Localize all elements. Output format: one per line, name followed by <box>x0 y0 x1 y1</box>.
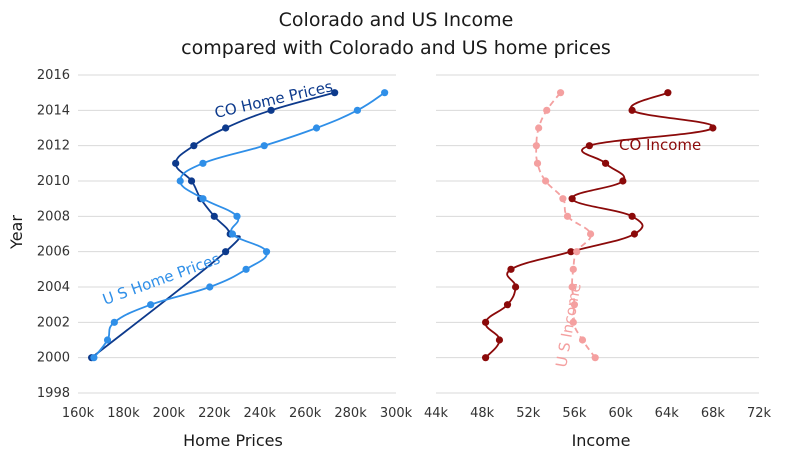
data-point-u-s-income <box>559 195 567 203</box>
data-point-u-s-income <box>578 336 587 344</box>
data-point-u-s-home-prices <box>90 354 98 362</box>
us-income-annotation: U S Income <box>552 282 585 369</box>
y-tick-label: 2006 <box>37 245 70 260</box>
data-point-co-home-prices <box>267 106 275 114</box>
data-point-co-income <box>495 336 504 344</box>
data-point-u-s-home-prices <box>110 318 118 326</box>
data-point-co-income <box>619 177 627 185</box>
data-point-co-income <box>482 354 490 362</box>
x-tick-label: 220k <box>198 406 231 421</box>
data-point-co-home-prices <box>222 124 230 132</box>
y-tick-label: 2012 <box>37 139 70 154</box>
y-tick-label: 2000 <box>37 351 70 366</box>
data-point-u-s-income <box>543 106 551 114</box>
chart-title-line-1: Colorado and US Income <box>279 9 514 31</box>
data-point-co-income <box>507 265 515 273</box>
left-x-axis-label: Home Prices <box>183 431 283 450</box>
data-point-co-income <box>511 283 520 291</box>
x-tick-label: 240k <box>244 406 277 421</box>
right-x-axis-label: Income <box>572 431 631 450</box>
co-income-annotation: CO Income <box>619 136 701 154</box>
data-point-u-s-income <box>533 159 542 167</box>
data-point-u-s-home-prices <box>233 212 241 220</box>
data-point-co-income <box>630 230 639 238</box>
series-layer <box>88 89 717 362</box>
data-point-co-income <box>503 301 512 309</box>
x-tick-label: 200k <box>153 406 186 421</box>
x-tick-label: 72k <box>747 406 772 421</box>
data-point-co-income <box>709 124 717 132</box>
data-point-co-income <box>664 89 672 97</box>
series-line-u-s-income <box>535 92 596 359</box>
data-point-u-s-income <box>535 124 543 132</box>
data-point-u-s-home-prices <box>103 336 112 344</box>
x-tick-label: 60k <box>609 406 634 421</box>
y-tick-label: 2008 <box>37 209 70 224</box>
y-tick-label: 2004 <box>37 280 70 295</box>
right-panel-grid <box>436 74 759 394</box>
data-point-u-s-home-prices <box>262 248 271 256</box>
x-tick-label: 44k <box>424 406 449 421</box>
y-tick-label: 1998 <box>37 386 70 401</box>
x-tick-label: 48k <box>470 406 495 421</box>
data-point-co-income <box>601 159 610 167</box>
data-point-u-s-home-prices <box>199 195 207 203</box>
y-tick-label: 2014 <box>37 103 70 118</box>
data-point-u-s-income <box>569 265 577 273</box>
x-tick-label: 68k <box>701 406 726 421</box>
data-point-u-s-income <box>573 248 581 256</box>
series-line-co-home-prices <box>91 91 335 359</box>
data-point-u-s-income <box>569 318 577 326</box>
x-tick-label: 52k <box>516 406 541 421</box>
x-tick-label: 56k <box>562 406 587 421</box>
data-point-co-income <box>585 142 594 150</box>
data-point-co-income <box>628 106 636 114</box>
data-point-u-s-home-prices <box>381 89 389 97</box>
data-point-u-s-income <box>532 142 540 150</box>
data-point-u-s-income <box>563 212 572 220</box>
data-point-u-s-home-prices <box>147 301 155 309</box>
data-point-u-s-home-prices <box>206 283 214 291</box>
x-tick-label: 160k <box>62 406 95 421</box>
series-line-co-income <box>484 91 715 359</box>
data-point-u-s-home-prices <box>353 106 361 114</box>
data-point-co-home-prices <box>190 142 198 150</box>
data-point-u-s-home-prices <box>199 159 207 167</box>
data-point-co-home-prices <box>210 212 218 220</box>
data-point-co-income <box>482 318 490 326</box>
y-tick-label: 2016 <box>37 68 70 83</box>
y-tick-label: 2010 <box>37 174 70 189</box>
data-point-co-income <box>628 212 636 220</box>
tick-labels: 160k 180k 200k 220k 240k 260k 280k 300k 1998 2000… <box>37 68 772 421</box>
data-point-u-s-income <box>570 301 579 309</box>
data-point-co-home-prices <box>331 89 339 97</box>
data-point-co-income <box>568 195 576 203</box>
data-point-u-s-income <box>586 230 595 238</box>
data-point-co-home-prices <box>222 248 230 256</box>
us-home-prices-annotation: U S Home Prices <box>100 250 222 309</box>
chart-title-line-2: compared with Colorado and US home price… <box>181 37 611 59</box>
data-point-u-s-income <box>591 354 599 362</box>
data-point-u-s-income <box>541 177 550 185</box>
data-point-u-s-home-prices <box>176 177 184 185</box>
x-tick-label: 64k <box>655 406 680 421</box>
x-tick-label: 280k <box>334 406 367 421</box>
y-axis-label: Year <box>7 215 26 250</box>
data-point-u-s-home-prices <box>242 265 250 273</box>
data-point-u-s-home-prices <box>228 230 237 238</box>
series-line-u-s-home-prices <box>93 91 386 359</box>
data-point-u-s-income <box>556 89 565 97</box>
x-tick-label: 180k <box>107 406 140 421</box>
data-point-u-s-home-prices <box>260 142 268 150</box>
data-point-u-s-home-prices <box>312 124 321 132</box>
data-point-co-income <box>567 248 575 256</box>
co-home-prices-annotation: CO Home Prices <box>213 77 335 122</box>
data-point-co-home-prices <box>172 159 180 167</box>
data-point-u-s-income <box>568 283 576 291</box>
y-tick-label: 2002 <box>37 315 70 330</box>
x-tick-label: 260k <box>289 406 322 421</box>
data-point-co-home-prices <box>187 177 196 185</box>
x-tick-label: 300k <box>380 406 413 421</box>
